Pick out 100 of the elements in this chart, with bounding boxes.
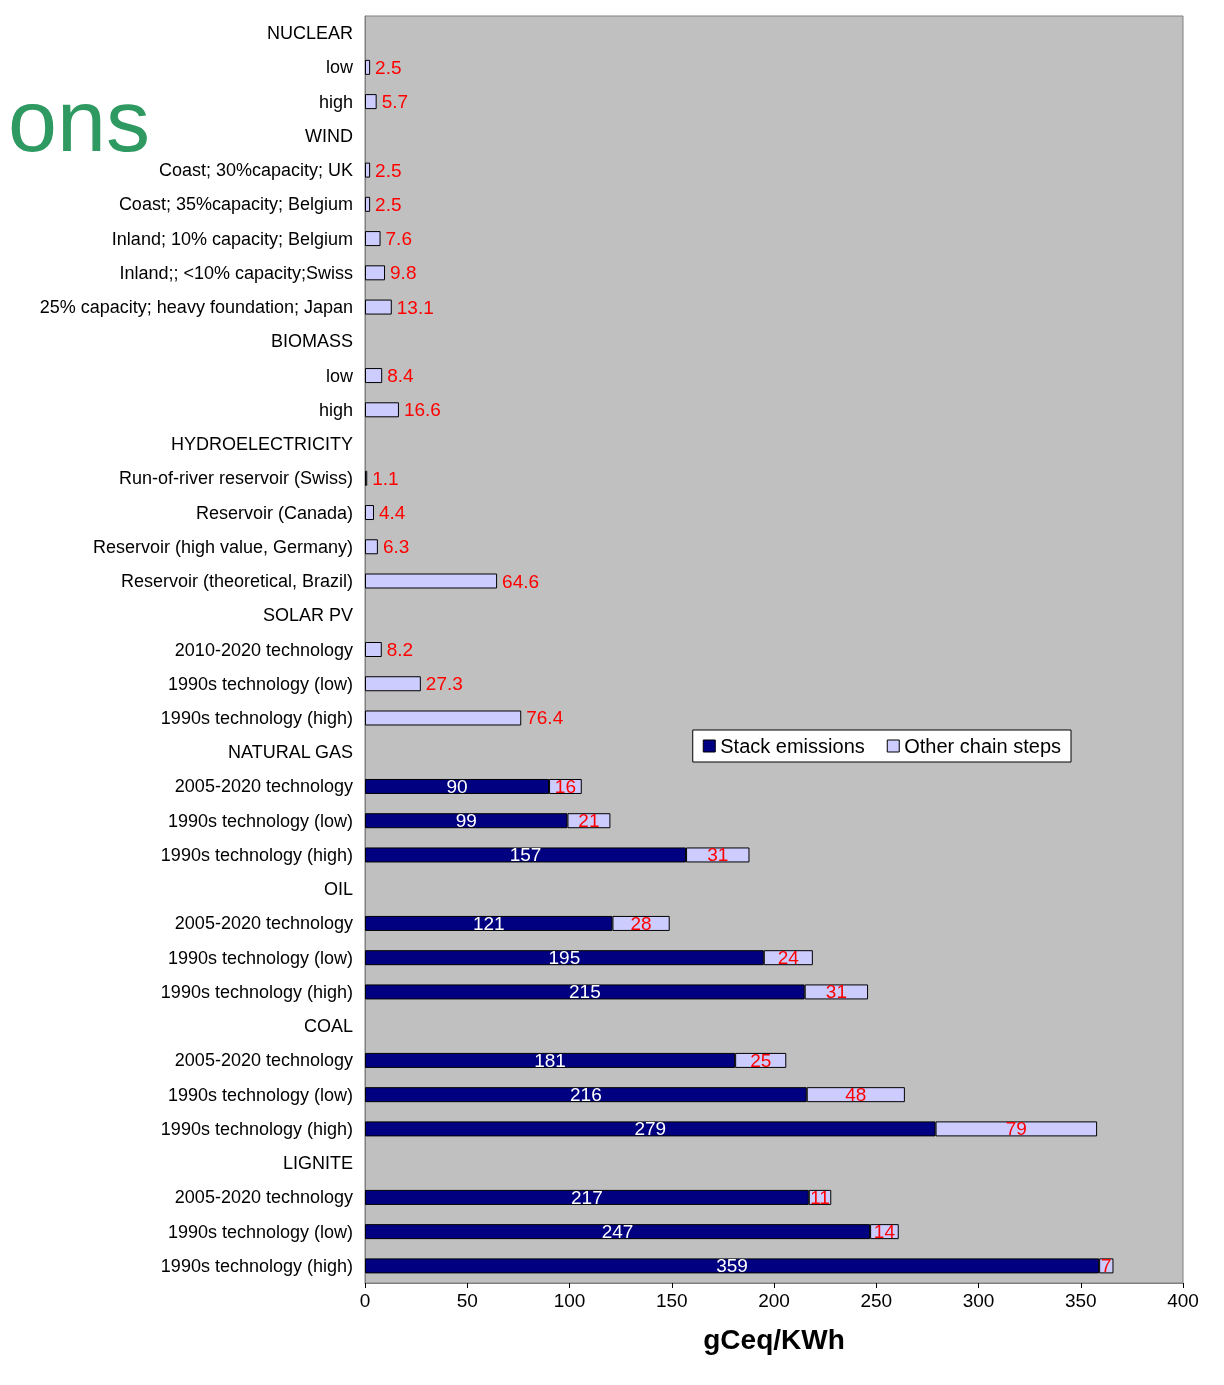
data-label: 7	[1101, 1255, 1112, 1277]
data-label: 79	[1005, 1118, 1027, 1140]
y-tick-label: 2005-2020 technology	[174, 1050, 353, 1071]
bar	[365, 710, 522, 726]
data-label: 2.5	[375, 159, 402, 181]
x-tick-label: 100	[553, 1290, 586, 1311]
y-tick-label: Reservoir (high value, Germany)	[92, 536, 353, 557]
data-label: 279	[634, 1118, 667, 1140]
y-tick-label: WIND	[305, 125, 353, 146]
data-label: 195	[548, 947, 581, 969]
y-tick-label: HYDROELECTRICITY	[170, 434, 353, 455]
bar	[365, 162, 371, 178]
y-tick-label: 1990s technology (high)	[160, 707, 353, 728]
bar	[365, 676, 421, 692]
bar	[365, 368, 383, 384]
data-label: 99	[455, 810, 477, 832]
y-tick-label: 25% capacity; heavy foundation; Japan	[39, 297, 353, 318]
x-tick-label: 200	[758, 1290, 790, 1311]
data-label: 25	[750, 1049, 772, 1071]
data-label: 216	[570, 1084, 602, 1106]
y-tick-label: 2010-2020 technology	[174, 639, 353, 660]
y-tick-label: 1990s technology (low)	[167, 1084, 353, 1105]
data-label: 28	[630, 912, 652, 934]
data-label: 14	[873, 1221, 896, 1243]
data-label: 121	[472, 912, 505, 934]
data-label: 157	[509, 844, 542, 866]
x-tick-label: 250	[860, 1290, 893, 1311]
legend-label: Other chain steps	[904, 735, 1061, 757]
y-tick-label: COAL	[303, 1016, 353, 1037]
y-tick-label: Reservoir (Canada)	[195, 502, 353, 523]
x-axis-title: gCeq/KWh	[703, 1323, 845, 1355]
y-tick-label: 2005-2020 technology	[174, 1187, 353, 1208]
y-tick-label: 2005-2020 technology	[174, 776, 353, 797]
bar	[365, 402, 399, 418]
bar	[365, 94, 377, 110]
y-tick-label: Reservoir (theoretical, Brazil)	[120, 571, 353, 592]
y-tick-label: Inland;; <10% capacity;Swiss	[119, 262, 353, 283]
x-tick-label: 350	[1064, 1290, 1097, 1311]
data-label: 9.8	[390, 262, 417, 284]
y-tick-label: OIL	[323, 879, 353, 900]
y-tick-label: Run-of-river reservoir (Swiss)	[118, 468, 353, 489]
bar	[365, 642, 382, 657]
y-tick-label: high	[318, 91, 353, 112]
data-label: 8.2	[386, 639, 414, 660]
y-tick-label: NATURAL GAS	[227, 742, 353, 763]
bar	[365, 299, 392, 315]
data-label: 64.6	[502, 570, 540, 592]
y-tick-label: 1990s technology (low)	[167, 810, 353, 831]
y-tick-label: 1990s technology (low)	[167, 673, 353, 694]
data-label: 7.6	[385, 228, 412, 250]
y-tick-label: Coast; 30%capacity; UK	[158, 160, 353, 181]
data-label: 24	[777, 947, 800, 969]
data-label: 13.1	[396, 296, 434, 318]
data-label: 217	[571, 1186, 603, 1208]
data-label: 215	[568, 981, 601, 1003]
y-tick-label: high	[318, 399, 353, 420]
data-label: 359	[716, 1255, 748, 1277]
y-tick-label: 1990s technology (high)	[160, 844, 353, 865]
y-tick-label: BIOMASS	[270, 331, 353, 352]
bar	[365, 539, 378, 555]
y-tick-label: NUCLEAR	[266, 23, 353, 44]
data-label: 181	[534, 1049, 566, 1071]
y-tick-label: 2005-2020 technology	[174, 913, 353, 934]
x-tick-label: 50	[456, 1290, 478, 1311]
data-label: 90	[446, 775, 468, 797]
x-tick-label: 0	[359, 1290, 371, 1311]
y-tick-label: 1990s technology (low)	[167, 947, 353, 968]
y-tick-label: Inland; 10% capacity; Belgium	[111, 228, 353, 249]
bar	[365, 573, 498, 589]
y-tick-label: 1990s technology (high)	[160, 1118, 353, 1139]
bar	[365, 505, 374, 521]
y-tick-label: Coast; 35%capacity; Belgium	[118, 194, 353, 215]
bar	[365, 231, 381, 247]
data-label: 76.4	[526, 707, 564, 729]
data-label: 16.6	[403, 399, 441, 421]
data-label: 48	[845, 1084, 867, 1106]
data-label: 6.3	[382, 536, 410, 558]
data-label: 4.4	[379, 502, 406, 524]
x-tick-label: 150	[655, 1290, 688, 1311]
data-label: 11	[810, 1186, 830, 1208]
y-tick-label: 1990s technology (low)	[167, 1221, 353, 1242]
bar	[365, 196, 371, 212]
data-label: 2.5	[375, 56, 402, 78]
bar	[365, 265, 386, 281]
data-label: 21	[578, 810, 600, 832]
data-label: 27.3	[425, 673, 463, 695]
y-tick-label: LIGNITE	[282, 1153, 353, 1174]
data-label: 1.1	[372, 467, 399, 489]
data-label: 31	[707, 844, 729, 866]
y-tick-label: low	[325, 365, 354, 386]
text: ons	[8, 70, 150, 170]
data-label: 247	[601, 1221, 634, 1243]
y-tick-label: low	[325, 57, 354, 78]
y-tick-label: 1990s technology (high)	[160, 981, 353, 1002]
y-tick-label: 1990s technology (high)	[160, 1255, 353, 1276]
y-tick-label: SOLAR PV	[262, 605, 353, 626]
x-tick-label: 300	[962, 1290, 995, 1311]
data-label: 2.5	[375, 193, 402, 215]
bar	[365, 59, 371, 75]
x-tick-label: 400	[1167, 1290, 1199, 1311]
